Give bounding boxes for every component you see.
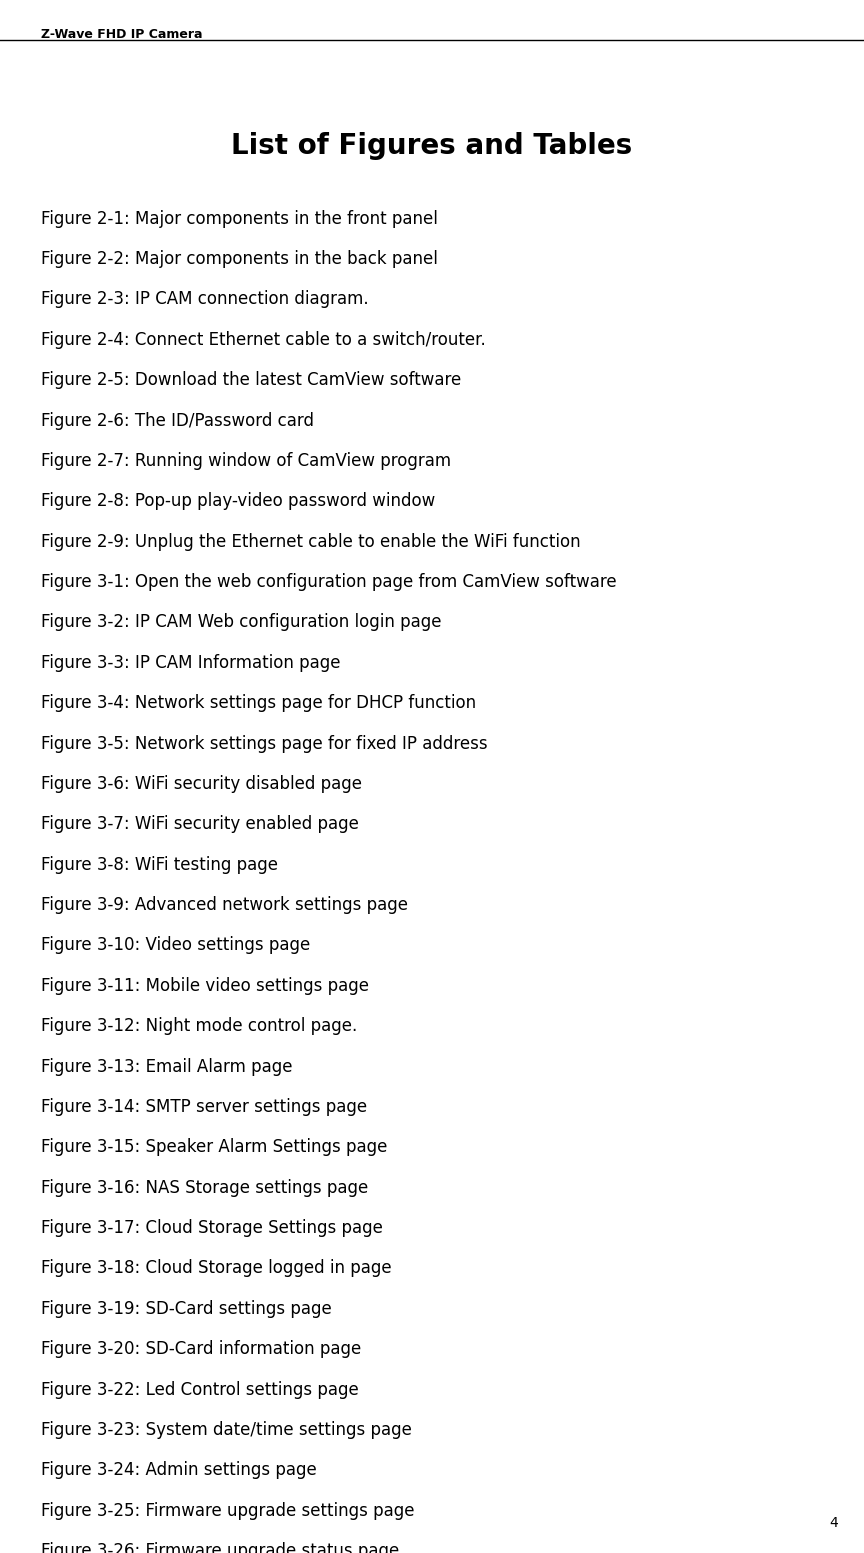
Text: Figure 2-1: Major components in the front panel: Figure 2-1: Major components in the fron… (41, 210, 438, 228)
Text: Figure 3-10: Video settings page: Figure 3-10: Video settings page (41, 936, 311, 955)
Text: Figure 3-26: Firmware upgrade status page: Figure 3-26: Firmware upgrade status pag… (41, 1542, 400, 1553)
Text: Figure 3-9: Advanced network settings page: Figure 3-9: Advanced network settings pa… (41, 896, 409, 915)
Text: Figure 3-5: Network settings page for fixed IP address: Figure 3-5: Network settings page for fi… (41, 735, 488, 753)
Text: Figure 3-16: NAS Storage settings page: Figure 3-16: NAS Storage settings page (41, 1179, 369, 1197)
Text: Figure 3-8: WiFi testing page: Figure 3-8: WiFi testing page (41, 856, 278, 874)
Text: Figure 2-7: Running window of CamView program: Figure 2-7: Running window of CamView pr… (41, 452, 452, 471)
Text: Figure 3-17: Cloud Storage Settings page: Figure 3-17: Cloud Storage Settings page (41, 1219, 384, 1238)
Text: Figure 3-13: Email Alarm page: Figure 3-13: Email Alarm page (41, 1058, 293, 1076)
Text: Figure 2-3: IP CAM connection diagram.: Figure 2-3: IP CAM connection diagram. (41, 290, 369, 309)
Text: Z-Wave FHD IP Camera: Z-Wave FHD IP Camera (41, 28, 203, 40)
Text: Figure 3-1: Open the web configuration page from CamView software: Figure 3-1: Open the web configuration p… (41, 573, 617, 592)
Text: Figure 3-6: WiFi security disabled page: Figure 3-6: WiFi security disabled page (41, 775, 363, 794)
Text: Figure 3-19: SD-Card settings page: Figure 3-19: SD-Card settings page (41, 1300, 333, 1318)
Text: Figure 3-22: Led Control settings page: Figure 3-22: Led Control settings page (41, 1381, 359, 1399)
Text: Figure 2-5: Download the latest CamView software: Figure 2-5: Download the latest CamView … (41, 371, 461, 390)
Text: Figure 2-6: The ID/Password card: Figure 2-6: The ID/Password card (41, 412, 314, 430)
Text: Figure 3-7: WiFi security enabled page: Figure 3-7: WiFi security enabled page (41, 815, 359, 834)
Text: 4: 4 (829, 1516, 838, 1530)
Text: Figure 3-12: Night mode control page.: Figure 3-12: Night mode control page. (41, 1017, 358, 1036)
Text: Figure 3-18: Cloud Storage logged in page: Figure 3-18: Cloud Storage logged in pag… (41, 1259, 392, 1278)
Text: Figure 2-4: Connect Ethernet cable to a switch/router.: Figure 2-4: Connect Ethernet cable to a … (41, 331, 486, 349)
Text: Figure 3-15: Speaker Alarm Settings page: Figure 3-15: Speaker Alarm Settings page (41, 1138, 388, 1157)
Text: Figure 2-9: Unplug the Ethernet cable to enable the WiFi function: Figure 2-9: Unplug the Ethernet cable to… (41, 533, 581, 551)
Text: Figure 2-8: Pop-up play-video password window: Figure 2-8: Pop-up play-video password w… (41, 492, 435, 511)
Text: Figure 2-2: Major components in the back panel: Figure 2-2: Major components in the back… (41, 250, 438, 269)
Text: Figure 3-14: SMTP server settings page: Figure 3-14: SMTP server settings page (41, 1098, 367, 1117)
Text: List of Figures and Tables: List of Figures and Tables (232, 132, 632, 160)
Text: Figure 3-11: Mobile video settings page: Figure 3-11: Mobile video settings page (41, 977, 370, 995)
Text: Figure 3-4: Network settings page for DHCP function: Figure 3-4: Network settings page for DH… (41, 694, 477, 713)
Text: Figure 3-3: IP CAM Information page: Figure 3-3: IP CAM Information page (41, 654, 341, 672)
Text: Figure 3-20: SD-Card information page: Figure 3-20: SD-Card information page (41, 1340, 362, 1359)
Text: Figure 3-25: Firmware upgrade settings page: Figure 3-25: Firmware upgrade settings p… (41, 1502, 415, 1520)
Text: Figure 3-2: IP CAM Web configuration login page: Figure 3-2: IP CAM Web configuration log… (41, 613, 442, 632)
Text: Figure 3-23: System date/time settings page: Figure 3-23: System date/time settings p… (41, 1421, 412, 1440)
Text: Figure 3-24: Admin settings page: Figure 3-24: Admin settings page (41, 1461, 317, 1480)
